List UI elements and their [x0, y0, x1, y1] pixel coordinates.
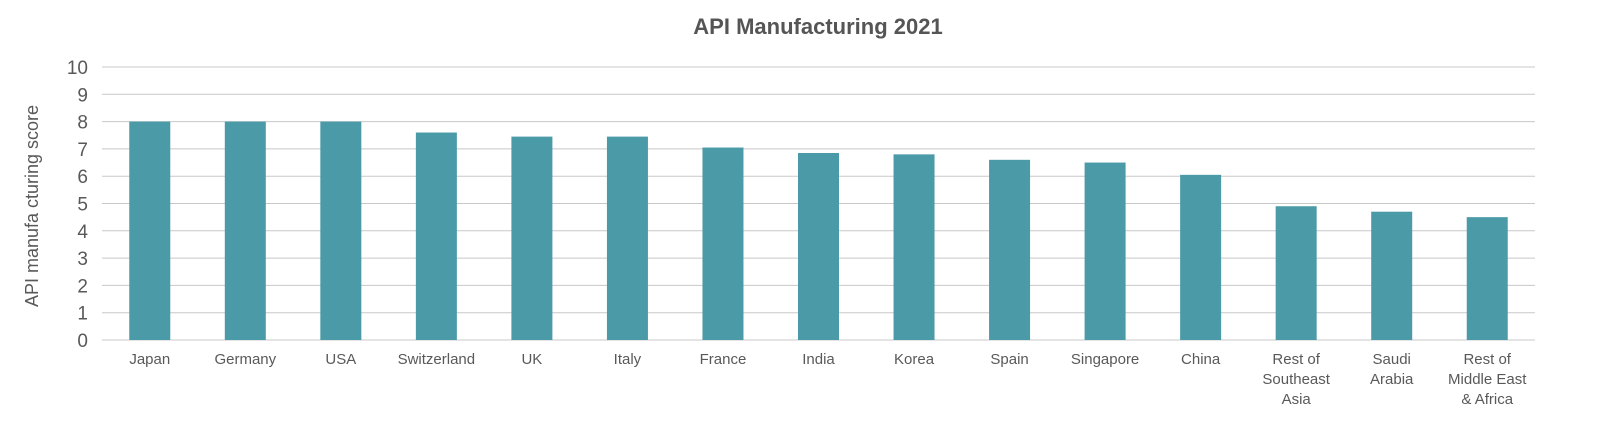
category-label: Saudi — [1373, 351, 1411, 368]
y-tick-label: 4 — [77, 222, 88, 243]
category-label: Spain — [990, 351, 1028, 368]
y-tick-label: 9 — [77, 85, 88, 106]
y-tick-label: 6 — [77, 167, 88, 188]
y-tick-label: 2 — [77, 276, 88, 297]
chart-title: API Manufacturing 2021 — [693, 14, 942, 39]
bar-china — [1180, 174, 1222, 340]
category-label: Southeast — [1262, 371, 1330, 388]
y-tick-label: 3 — [77, 249, 88, 270]
category-label: Korea — [894, 351, 935, 368]
y-axis-label: API manufa cturing score — [22, 105, 42, 307]
y-tick-labels: 0 1 2 3 4 5 6 7 8 9 10 — [67, 58, 89, 352]
category-label: USA — [325, 351, 356, 368]
bar-rest-of-southeast-asia — [1275, 206, 1317, 340]
category-labels: Japan Germany USA Switzerland UK Italy France I… — [129, 351, 1527, 408]
category-label: Arabia — [1370, 371, 1414, 388]
bar-usa — [320, 121, 362, 340]
category-label: Japan — [129, 351, 170, 368]
category-label: China — [1181, 351, 1221, 368]
category-label: Rest of — [1463, 351, 1511, 368]
y-tick-label: 0 — [77, 331, 88, 352]
category-label: Germany — [214, 351, 276, 368]
bar-switzerland — [415, 132, 457, 340]
category-label: Switzerland — [398, 351, 476, 368]
category-label: Italy — [614, 351, 642, 368]
bar-korea — [893, 154, 935, 340]
y-tick-label: 1 — [77, 304, 88, 325]
category-label: Middle East — [1448, 371, 1527, 388]
category-label: Rest of — [1272, 351, 1320, 368]
bar-singapore — [1084, 162, 1126, 340]
y-tick-label: 10 — [67, 58, 88, 79]
category-label: Asia — [1282, 391, 1312, 408]
bar-india — [798, 152, 839, 340]
bar-germany — [224, 121, 266, 340]
bar-uk — [511, 136, 553, 340]
category-label: France — [700, 351, 747, 368]
category-label: Singapore — [1071, 351, 1139, 368]
bar-japan — [129, 121, 171, 340]
bar-rest-of-middle-east-africa — [1466, 217, 1508, 340]
bar-spain — [989, 159, 1031, 340]
y-tick-label: 7 — [77, 140, 88, 161]
category-label: UK — [521, 351, 542, 368]
category-label: & Africa — [1461, 391, 1513, 408]
y-tick-label: 8 — [77, 113, 88, 134]
y-tick-label: 5 — [77, 195, 88, 216]
bars — [129, 121, 1508, 340]
bar-france — [702, 147, 744, 340]
category-label: India — [802, 351, 835, 368]
bar-saudi-arabia — [1371, 211, 1413, 340]
bar-italy — [606, 136, 648, 340]
